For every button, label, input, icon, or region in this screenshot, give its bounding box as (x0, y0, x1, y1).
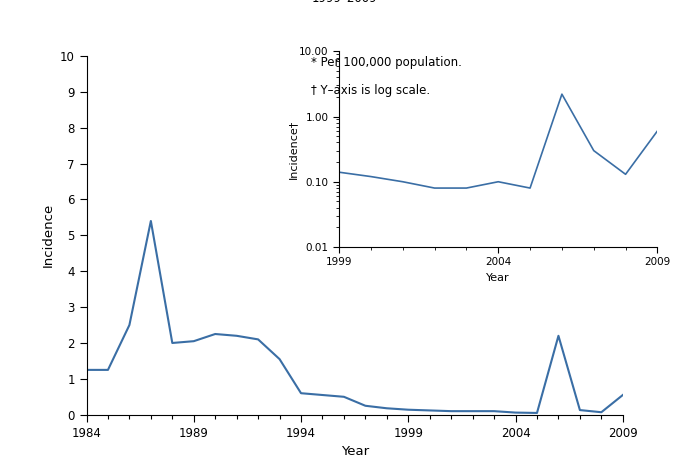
X-axis label: Year: Year (486, 273, 510, 283)
Y-axis label: Incidence†: Incidence† (288, 119, 298, 179)
Y-axis label: Incidence: Incidence (42, 203, 54, 267)
Text: MUMPS. Incidence,* by year — United States,
1999–2009: MUMPS. Incidence,* by year — United Stat… (311, 0, 580, 5)
Text: * Per 100,000 population.: * Per 100,000 population. (311, 56, 462, 69)
X-axis label: Year: Year (340, 445, 369, 458)
Text: † Y–axis is log scale.: † Y–axis is log scale. (311, 84, 430, 97)
